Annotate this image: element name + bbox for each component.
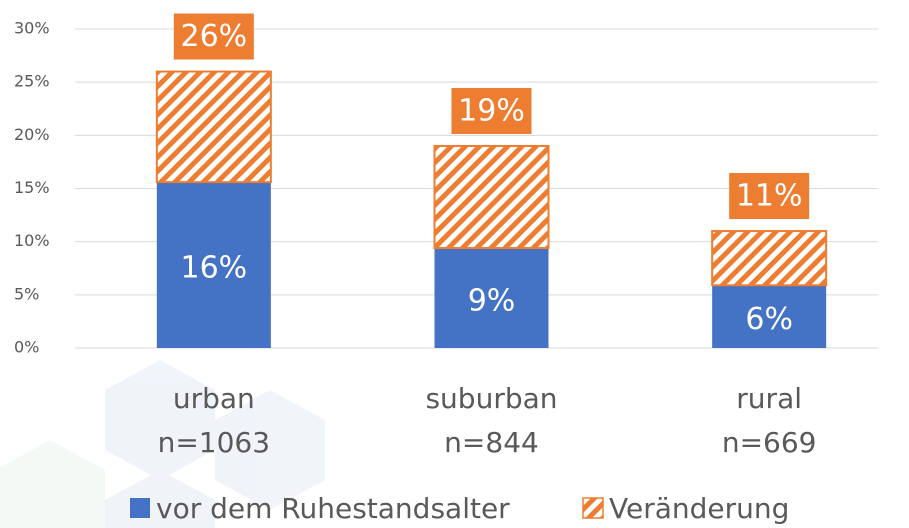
total-label: 26% <box>180 19 247 54</box>
total-label: 11% <box>736 179 803 214</box>
total-label-box <box>451 87 532 134</box>
bar-segment <box>712 285 827 348</box>
y-tick-label: 15% <box>14 178 50 197</box>
x-tick-label: rural <box>736 382 802 415</box>
data-label: 6% <box>745 302 793 337</box>
legend-label: Veränderung <box>609 492 789 525</box>
x-tick-label: urban <box>173 382 255 415</box>
bar-segment <box>433 144 550 250</box>
x-tick-sublabel: n=669 <box>722 426 817 459</box>
total-label: 19% <box>458 93 525 128</box>
y-tick-label: 25% <box>14 72 50 91</box>
data-label: 9% <box>468 284 516 319</box>
bar-segment <box>711 230 828 287</box>
total-label-box <box>729 173 810 220</box>
legend-swatch <box>130 498 150 518</box>
legend-swatch <box>582 497 604 519</box>
total-label-box <box>173 13 254 60</box>
data-label: 16% <box>180 251 247 286</box>
y-tick-label: 20% <box>14 125 50 144</box>
x-tick-sublabel: n=844 <box>444 426 539 459</box>
y-tick-label: 10% <box>14 231 50 250</box>
y-tick-label: 0% <box>14 338 39 357</box>
x-tick-label: suburban <box>425 382 557 415</box>
y-tick-label: 30% <box>14 19 50 38</box>
bar-segment <box>155 70 272 184</box>
x-tick-sublabel: n=1063 <box>158 426 270 459</box>
y-tick-label: 5% <box>14 284 39 303</box>
bar-segment <box>156 182 271 348</box>
legend-label: vor dem Ruhestandsalter <box>156 492 510 525</box>
bar-segment <box>434 248 549 348</box>
